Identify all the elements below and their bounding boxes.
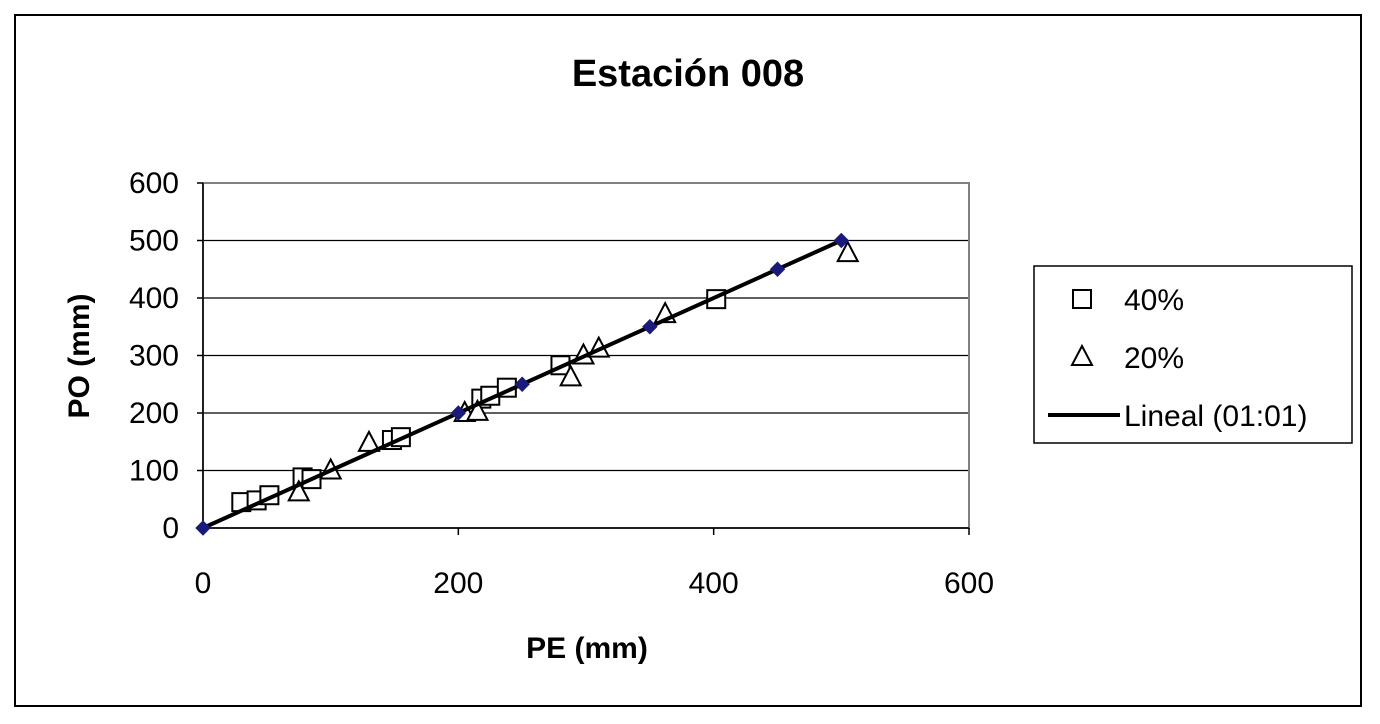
data-point xyxy=(287,479,311,502)
y-tick-label: 500 xyxy=(129,225,179,258)
plot-area: 0 100 200 300 400 500 600 0 200 400 600 xyxy=(129,167,994,600)
x-axis-label: PE (mm) xyxy=(526,632,648,665)
y-axis-label: PO (mm) xyxy=(63,293,96,418)
x-tick-label: 400 xyxy=(689,567,739,600)
y-tick-label: 0 xyxy=(162,512,179,545)
data-point xyxy=(769,261,786,277)
series-20- xyxy=(287,240,860,502)
legend-entry: Lineal (01:01) xyxy=(1048,400,1307,433)
legend-label: 20% xyxy=(1124,342,1184,375)
data-point xyxy=(514,376,530,392)
y-tick-label: 600 xyxy=(129,167,179,200)
x-tick-label: 0 xyxy=(195,567,212,600)
y-tick-label: 400 xyxy=(129,282,179,315)
y-tick-label: 100 xyxy=(129,455,179,488)
data-point xyxy=(465,398,490,421)
legend-square-swatch xyxy=(1072,289,1092,309)
legend-label: 40% xyxy=(1124,284,1184,317)
y-tick-label: 200 xyxy=(129,397,179,430)
y-tick-label: 300 xyxy=(129,340,179,373)
series-unnamed-3 xyxy=(195,232,850,536)
legend-triangle-swatch xyxy=(1070,343,1094,366)
data-point xyxy=(195,520,211,536)
data-point xyxy=(450,405,467,421)
data-point xyxy=(642,319,658,335)
chart-title: Estación 008 xyxy=(572,53,804,95)
data-point xyxy=(836,240,860,263)
legend-label: Lineal (01:01) xyxy=(1124,400,1307,433)
data-point xyxy=(357,429,381,452)
legend-entry: 40% xyxy=(1072,284,1184,317)
x-tick-label: 200 xyxy=(433,567,483,600)
x-tick-label: 600 xyxy=(944,567,994,600)
data-point xyxy=(559,364,583,387)
data-point xyxy=(833,232,850,249)
legend: 40% 20% Lineal (01:01) xyxy=(1033,265,1353,444)
legend-entry: 20% xyxy=(1070,342,1184,375)
